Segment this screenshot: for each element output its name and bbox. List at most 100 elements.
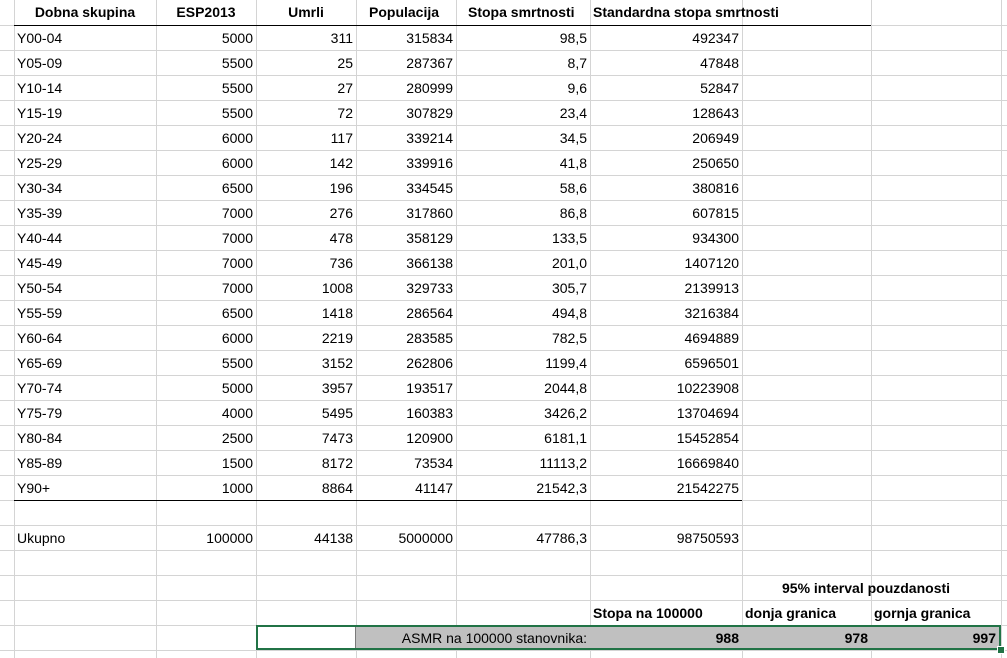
- cell-mortality-rate[interactable]: 58,6: [559, 180, 587, 196]
- cell-deaths[interactable]: 3152: [321, 355, 353, 371]
- header-standard-rate[interactable]: Standardna stopa smrtnosti: [593, 4, 779, 20]
- cell-deaths[interactable]: 8864: [321, 480, 353, 496]
- cell-deaths[interactable]: 25: [337, 55, 353, 71]
- cell-deaths[interactable]: 736: [329, 255, 353, 271]
- cell-deaths[interactable]: 8172: [321, 455, 353, 471]
- upper-bound-header[interactable]: gornja granica: [874, 605, 971, 621]
- cell-mortality-rate[interactable]: 6181,1: [544, 430, 587, 446]
- asmr-label[interactable]: ASMR na 100000 stanovnika:: [401, 630, 587, 646]
- cell-esp2013[interactable]: 5500: [221, 80, 253, 96]
- cell-deaths[interactable]: 196: [329, 180, 353, 196]
- total-esp2013[interactable]: 100000: [206, 530, 253, 546]
- cell-deaths[interactable]: 142: [329, 155, 353, 171]
- cell-population[interactable]: 339916: [406, 155, 453, 171]
- cell-standard-rate[interactable]: 492347: [692, 30, 739, 46]
- header-deaths[interactable]: Umrli: [288, 4, 324, 20]
- cell-deaths[interactable]: 3957: [321, 380, 353, 396]
- cell-population[interactable]: 160383: [406, 405, 453, 421]
- cell-mortality-rate[interactable]: 2044,8: [544, 380, 587, 396]
- cell-age-group[interactable]: Y55-59: [17, 305, 63, 321]
- cell-age-group[interactable]: Y50-54: [17, 280, 63, 296]
- cell-population[interactable]: 283585: [406, 330, 453, 346]
- cell-population[interactable]: 280999: [406, 80, 453, 96]
- cell-mortality-rate[interactable]: 494,8: [551, 305, 587, 321]
- cell-esp2013[interactable]: 6000: [221, 330, 253, 346]
- total-deaths[interactable]: 44138: [314, 530, 353, 546]
- cell-population[interactable]: 339214: [406, 130, 453, 146]
- selection-range[interactable]: [256, 625, 1001, 650]
- cell-age-group[interactable]: Y35-39: [17, 205, 63, 221]
- cell-age-group[interactable]: Y85-89: [17, 455, 63, 471]
- cell-standard-rate[interactable]: 21542275: [676, 480, 739, 496]
- cell-mortality-rate[interactable]: 782,5: [551, 330, 587, 346]
- cell-population[interactable]: 358129: [406, 230, 453, 246]
- cell-deaths[interactable]: 311: [330, 30, 353, 46]
- cell-population[interactable]: 315834: [406, 30, 453, 46]
- lower-bound-value[interactable]: 978: [844, 630, 868, 646]
- cell-deaths[interactable]: 117: [330, 130, 353, 146]
- cell-age-group[interactable]: Y70-74: [17, 380, 63, 396]
- total-mortality-rate[interactable]: 47786,3: [536, 530, 587, 546]
- cell-esp2013[interactable]: 6500: [221, 180, 253, 196]
- cell-standard-rate[interactable]: 4694889: [684, 330, 739, 346]
- cell-population[interactable]: 193517: [406, 380, 453, 396]
- ci-title[interactable]: 95% interval pouzdanosti: [782, 580, 951, 596]
- cell-deaths[interactable]: 7473: [321, 430, 353, 446]
- lower-bound-header[interactable]: donja granica: [745, 605, 837, 621]
- cell-esp2013[interactable]: 7000: [221, 205, 253, 221]
- cell-mortality-rate[interactable]: 86,8: [559, 205, 587, 221]
- cell-standard-rate[interactable]: 607815: [692, 205, 739, 221]
- cell-population[interactable]: 262806: [406, 355, 453, 371]
- cell-population[interactable]: 120900: [406, 430, 453, 446]
- cell-standard-rate[interactable]: 15452854: [676, 430, 739, 446]
- cell-mortality-rate[interactable]: 133,5: [551, 230, 587, 246]
- cell-age-group[interactable]: Y90+: [17, 480, 51, 496]
- cell-mortality-rate[interactable]: 8,7: [567, 55, 587, 71]
- cell-esp2013[interactable]: 5500: [221, 105, 253, 121]
- cell-mortality-rate[interactable]: 21542,3: [536, 480, 587, 496]
- cell-deaths[interactable]: 478: [329, 230, 353, 246]
- cell-deaths[interactable]: 2219: [321, 330, 353, 346]
- cell-standard-rate[interactable]: 934300: [692, 230, 739, 246]
- header-population[interactable]: Populacija: [369, 4, 440, 20]
- cell-age-group[interactable]: Y75-79: [17, 405, 63, 421]
- cell-age-group[interactable]: Y25-29: [17, 155, 63, 171]
- fill-handle[interactable]: [997, 646, 1005, 654]
- cell-age-group[interactable]: Y30-34: [17, 180, 63, 196]
- cell-mortality-rate[interactable]: 3426,2: [544, 405, 587, 421]
- cell-age-group[interactable]: Y60-64: [17, 330, 63, 346]
- cell-age-group[interactable]: Y05-09: [17, 55, 63, 71]
- cell-population[interactable]: 41147: [415, 480, 453, 496]
- cell-standard-rate[interactable]: 10223908: [676, 380, 739, 396]
- cell-mortality-rate[interactable]: 98,5: [559, 30, 587, 46]
- cell-mortality-rate[interactable]: 34,5: [559, 130, 587, 146]
- rate-per-100000-header[interactable]: Stopa na 100000: [593, 605, 703, 621]
- cell-esp2013[interactable]: 6000: [221, 130, 253, 146]
- header-age-group[interactable]: Dobna skupina: [34, 4, 136, 20]
- cell-age-group[interactable]: Y20-24: [17, 130, 63, 146]
- cell-standard-rate[interactable]: 16669840: [676, 455, 739, 471]
- cell-standard-rate[interactable]: 250650: [692, 155, 739, 171]
- cell-standard-rate[interactable]: 6596501: [684, 355, 739, 371]
- cell-esp2013[interactable]: 5500: [221, 355, 253, 371]
- cell-population[interactable]: 329733: [406, 280, 453, 296]
- cell-standard-rate[interactable]: 3216384: [684, 305, 739, 321]
- cell-population[interactable]: 366138: [406, 255, 453, 271]
- cell-age-group[interactable]: Y80-84: [17, 430, 63, 446]
- cell-population[interactable]: 334545: [406, 180, 453, 196]
- total-population[interactable]: 5000000: [398, 530, 453, 546]
- cell-population[interactable]: 307829: [406, 105, 453, 121]
- cell-age-group[interactable]: Y00-04: [17, 30, 63, 46]
- total-label[interactable]: Ukupno: [17, 530, 66, 546]
- cell-age-group[interactable]: Y45-49: [17, 255, 63, 271]
- cell-standard-rate[interactable]: 128643: [692, 105, 739, 121]
- cell-age-group[interactable]: Y40-44: [17, 230, 63, 246]
- cell-mortality-rate[interactable]: 9,6: [567, 80, 587, 96]
- cell-population[interactable]: 287367: [406, 55, 453, 71]
- cell-age-group[interactable]: Y65-69: [17, 355, 63, 371]
- cell-age-group[interactable]: Y10-14: [17, 80, 63, 96]
- cell-esp2013[interactable]: 5000: [221, 30, 253, 46]
- cell-esp2013[interactable]: 2500: [221, 430, 253, 446]
- cell-deaths[interactable]: 27: [337, 80, 353, 96]
